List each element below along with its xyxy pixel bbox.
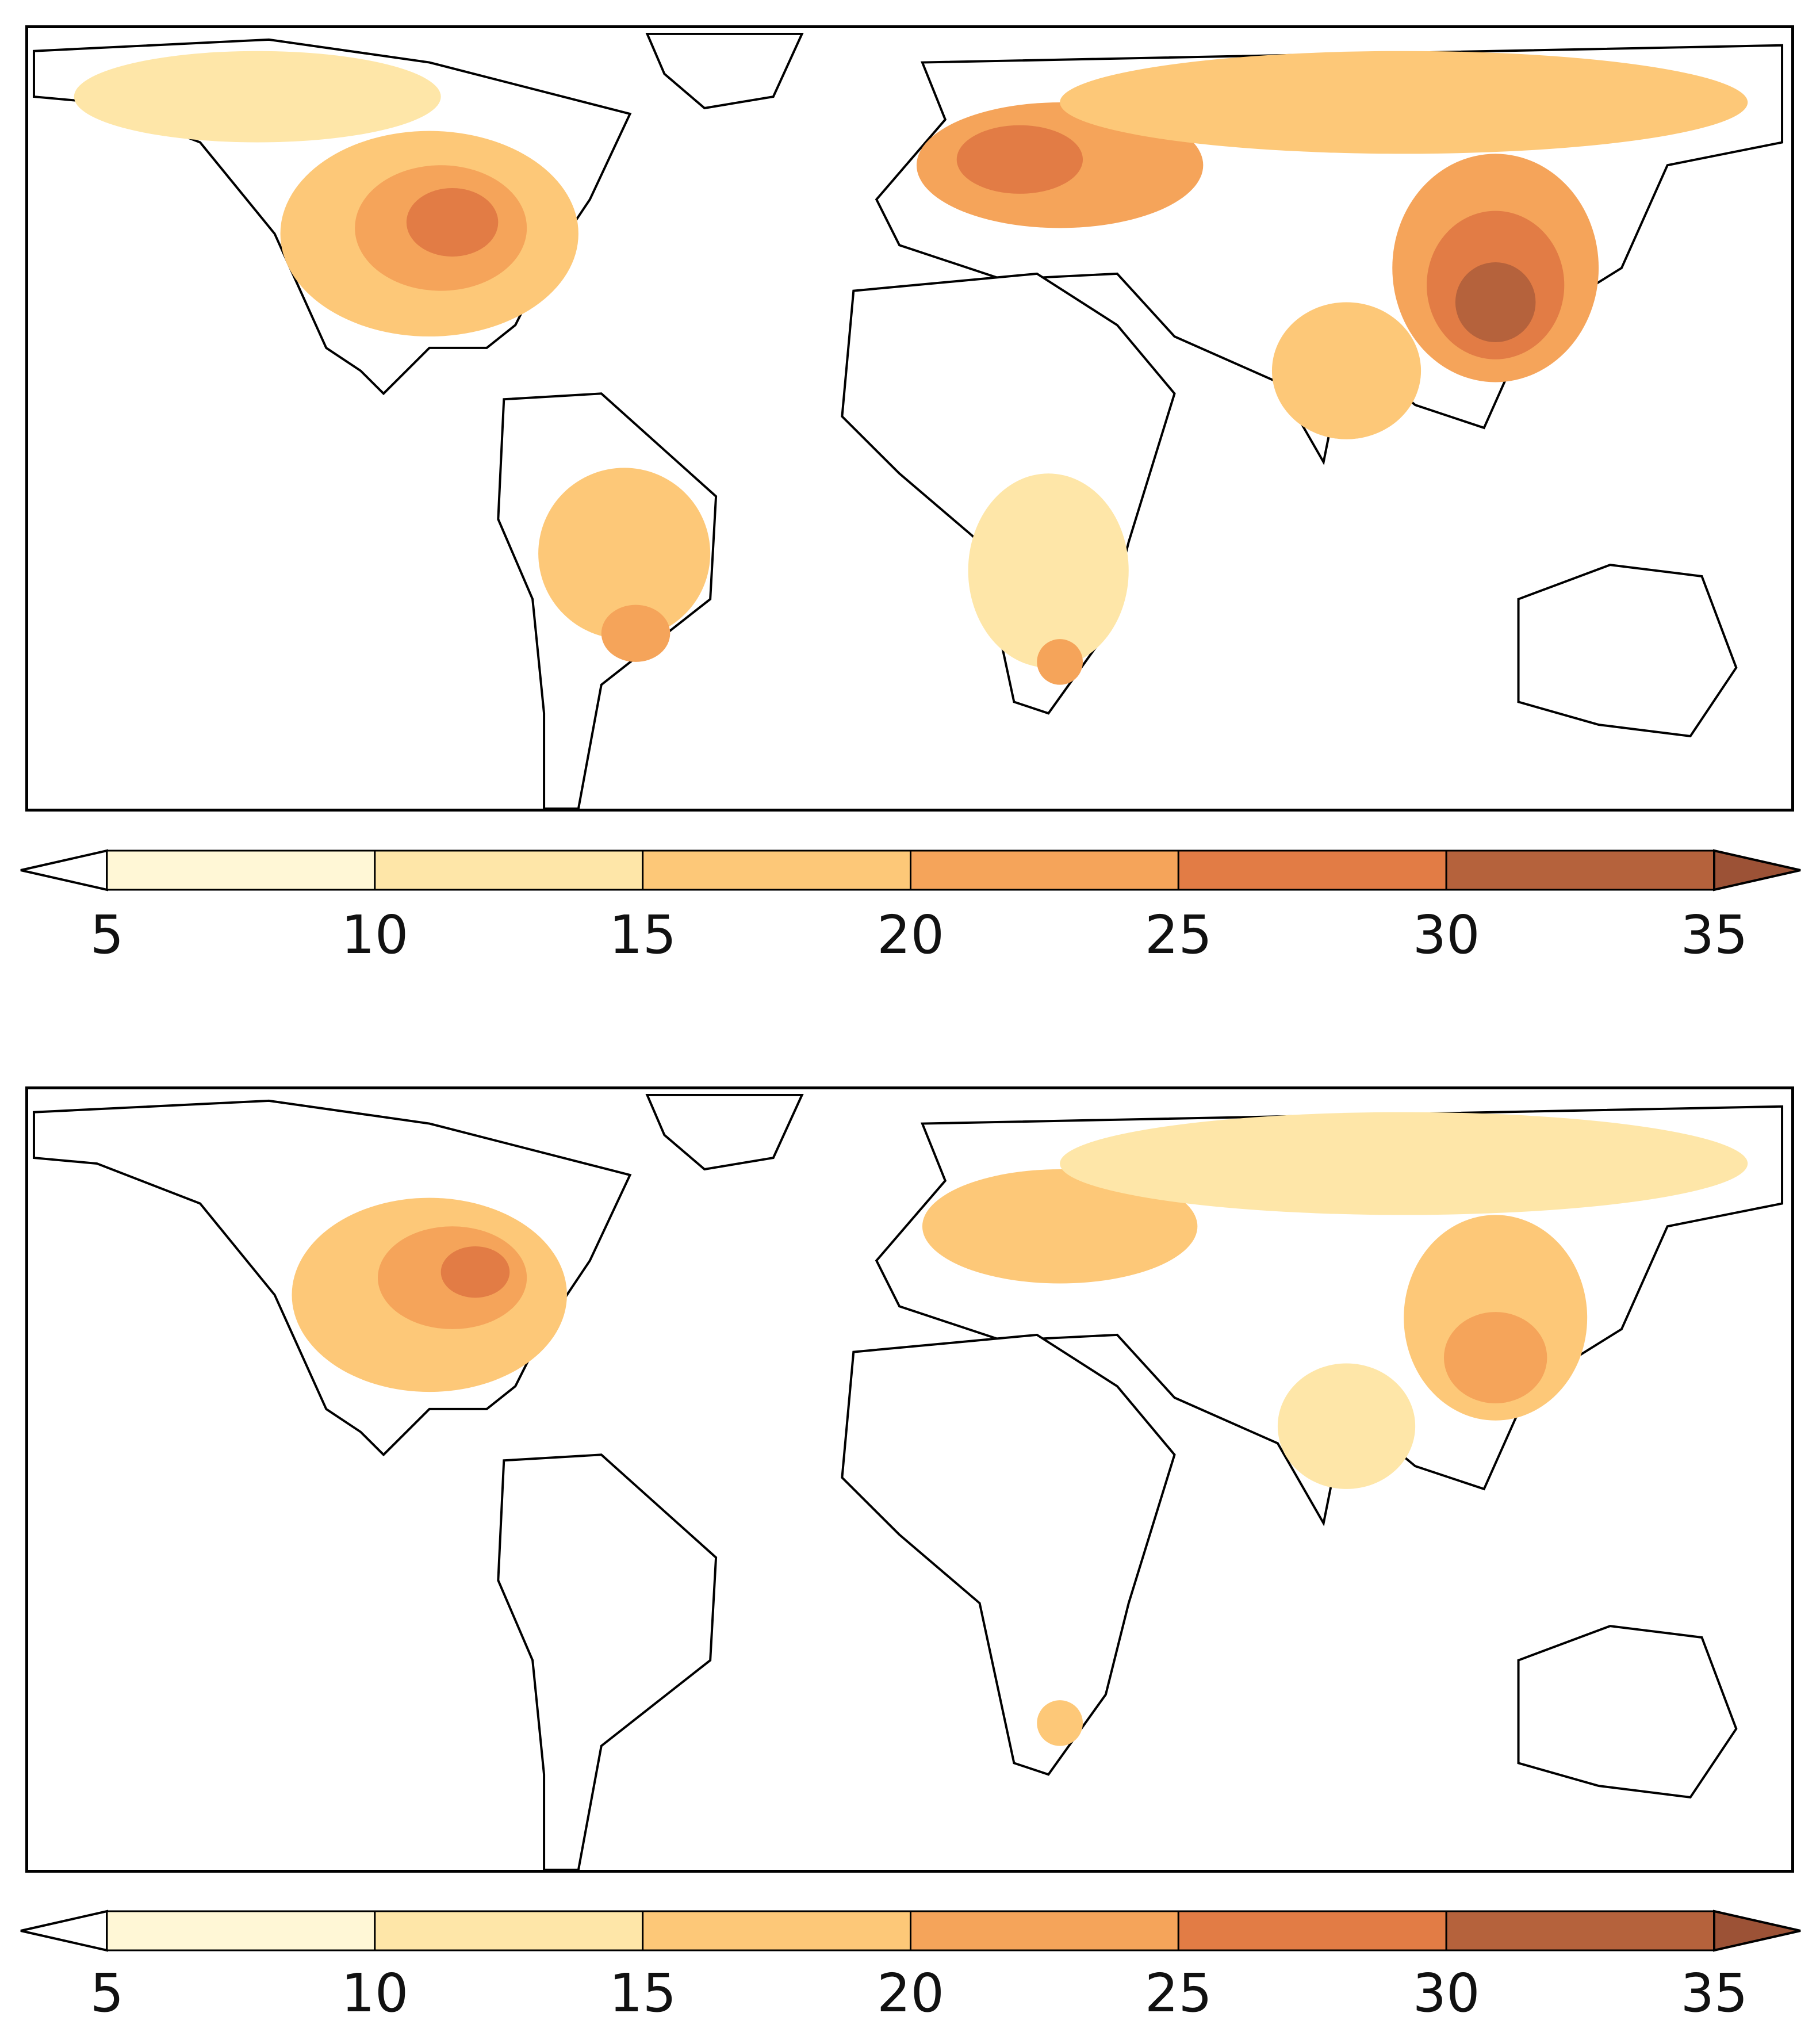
fill-china-30 bbox=[1455, 262, 1536, 342]
colorbar-under-arrow bbox=[20, 849, 108, 891]
colorbar-top bbox=[20, 848, 1801, 892]
contour-fills-top bbox=[74, 51, 1748, 685]
fill-india-10 bbox=[1277, 1363, 1416, 1489]
colorbar-tick-label: 35 bbox=[1680, 1962, 1748, 2024]
africa-outline bbox=[841, 1333, 1176, 1776]
colorbar-tick-label: 30 bbox=[1412, 1962, 1480, 2024]
colorbar-tick-label: 15 bbox=[609, 1962, 677, 2024]
greenland-outline bbox=[645, 32, 804, 110]
colorbar-bin bbox=[642, 849, 911, 891]
colorbar-tick-label: 25 bbox=[1144, 1962, 1212, 2024]
colorbar-bin bbox=[374, 1910, 644, 1951]
colorbar-top-svg bbox=[20, 849, 1801, 891]
australia-outline bbox=[1517, 564, 1738, 738]
fill-africa-10 bbox=[968, 473, 1129, 668]
fill-canada-10 bbox=[74, 51, 441, 143]
colorbar-bottom-ticks: 5 10 15 20 25 30 35 bbox=[0, 1967, 1820, 2030]
colorbar-bottom-svg bbox=[20, 1909, 1801, 1952]
fill-russia-15 bbox=[1060, 51, 1748, 154]
colorbar-bin bbox=[1177, 1910, 1447, 1951]
colorbar-tick-label: 10 bbox=[341, 904, 409, 966]
colorbar-bin bbox=[1445, 1910, 1715, 1951]
colorbar-tick-label: 20 bbox=[876, 1962, 945, 2024]
world-map-top bbox=[32, 32, 1784, 809]
colorbar-tick-label: 5 bbox=[90, 904, 124, 966]
colorbar-bin bbox=[1177, 849, 1447, 891]
greenland-outline bbox=[645, 1093, 804, 1171]
fill-na-25 bbox=[406, 187, 499, 257]
colorbar-tick-label: 25 bbox=[1144, 904, 1212, 966]
fill-safrica-20 bbox=[1037, 639, 1083, 685]
colorbar-bin bbox=[106, 1910, 376, 1951]
colorbar-tick-label: 20 bbox=[876, 904, 945, 966]
fill-sa-15 bbox=[538, 468, 711, 640]
map-panel-bottom bbox=[25, 1086, 1794, 1873]
fill-sa-20 bbox=[601, 604, 670, 662]
colorbar-tick-label: 30 bbox=[1412, 904, 1480, 966]
colorbar-over-arrow bbox=[1713, 1909, 1801, 1952]
world-map-bottom bbox=[32, 1093, 1784, 1870]
colorbar-tick-label: 10 bbox=[341, 1962, 409, 2024]
colorbar-bin bbox=[1445, 849, 1715, 891]
colorbar-bin bbox=[374, 849, 644, 891]
map-panel-top bbox=[25, 25, 1794, 812]
colorbar-top-ticks: 5 10 15 20 25 30 35 bbox=[0, 909, 1820, 972]
contour-fills-bottom bbox=[292, 1112, 1748, 1746]
colorbar-bin bbox=[910, 849, 1179, 891]
colorbar-tick-label: 5 bbox=[90, 1962, 124, 2024]
fill-eu-15 bbox=[922, 1169, 1198, 1284]
colorbar-bin bbox=[910, 1910, 1179, 1951]
fill-russia-10 bbox=[1060, 1112, 1748, 1215]
colorbar-over-arrow bbox=[1713, 849, 1801, 891]
fill-eu-25 bbox=[956, 125, 1083, 194]
fill-china-20 bbox=[1443, 1312, 1547, 1403]
colorbar-under-arrow bbox=[20, 1909, 108, 1952]
colorbar-bin bbox=[106, 849, 376, 891]
fill-na-25 bbox=[440, 1246, 510, 1298]
colorbar-bin bbox=[642, 1910, 911, 1951]
australia-outline bbox=[1517, 1625, 1738, 1799]
colorbar-bottom bbox=[20, 1909, 1801, 1953]
fill-safrica-15 bbox=[1037, 1700, 1083, 1746]
south-america-outline bbox=[497, 1453, 718, 1870]
colorbar-tick-label: 15 bbox=[609, 904, 677, 966]
colorbar-tick-label: 35 bbox=[1680, 904, 1748, 966]
fill-india-15 bbox=[1271, 302, 1421, 439]
